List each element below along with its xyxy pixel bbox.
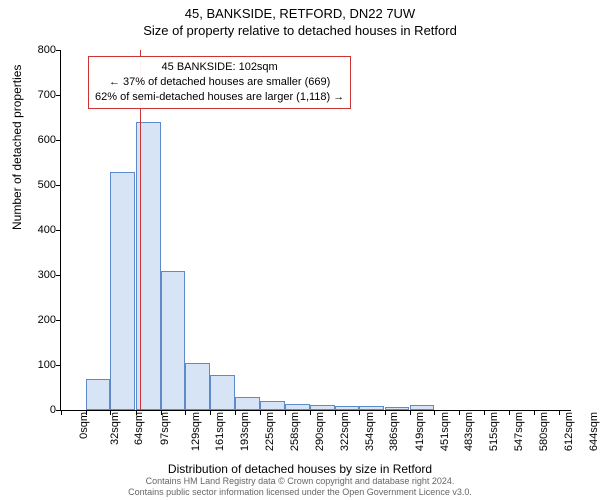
x-tick-mark: [210, 410, 211, 415]
callout-box: 45 BANKSIDE: 102sqm ← 37% of detached ho…: [88, 56, 351, 109]
histogram-bar: [210, 375, 235, 410]
x-tick-mark: [285, 410, 286, 415]
histogram-bar: [185, 363, 210, 410]
callout-line3: 62% of semi-detached houses are larger (…: [95, 90, 344, 105]
x-tick-mark: [110, 410, 111, 415]
histogram-bar: [260, 401, 285, 410]
x-tick-mark: [509, 410, 510, 415]
x-tick-label: 451sqm: [439, 412, 451, 451]
y-tick-label: 300: [1, 269, 56, 281]
x-tick-label: 32sqm: [109, 412, 121, 445]
x-tick-mark: [410, 410, 411, 415]
x-tick-label: 644sqm: [588, 412, 600, 451]
histogram-bar: [335, 406, 360, 410]
y-tick-mark: [56, 95, 61, 96]
callout-line1: 45 BANKSIDE: 102sqm: [95, 60, 344, 75]
histogram-bar: [161, 271, 186, 411]
x-tick-label: 515sqm: [488, 412, 500, 451]
y-tick-mark: [56, 275, 61, 276]
x-tick-mark: [235, 410, 236, 415]
x-tick-label: 483sqm: [463, 412, 475, 451]
y-tick-label: 200: [1, 314, 56, 326]
x-tick-mark: [310, 410, 311, 415]
x-tick-label: 161sqm: [215, 412, 227, 451]
x-tick-label: 419sqm: [414, 412, 426, 451]
x-axis-label: Distribution of detached houses by size …: [0, 462, 600, 476]
x-tick-label: 322sqm: [339, 412, 351, 451]
x-tick-label: 290sqm: [314, 412, 326, 451]
x-tick-mark: [459, 410, 460, 415]
histogram-bar: [385, 407, 410, 410]
x-tick-label: 97sqm: [159, 412, 171, 445]
histogram-bar: [359, 406, 384, 410]
y-axis-label: Number of detached properties: [10, 65, 24, 230]
chart-area: 01002003004005006007008000sqm32sqm64sqm9…: [60, 50, 570, 410]
x-tick-label: 193sqm: [239, 412, 251, 451]
x-tick-mark: [434, 410, 435, 415]
y-tick-mark: [56, 320, 61, 321]
y-tick-mark: [56, 50, 61, 51]
y-tick-mark: [56, 230, 61, 231]
y-tick-mark: [56, 365, 61, 366]
title-sub: Size of property relative to detached ho…: [0, 21, 600, 38]
callout-line2: ← 37% of detached houses are smaller (66…: [95, 75, 344, 90]
y-tick-mark: [56, 140, 61, 141]
footer-line1: Contains HM Land Registry data © Crown c…: [0, 476, 600, 487]
x-tick-mark: [534, 410, 535, 415]
x-tick-mark: [61, 410, 62, 415]
title-main: 45, BANKSIDE, RETFORD, DN22 7UW: [0, 0, 600, 21]
x-tick-label: 547sqm: [513, 412, 525, 451]
y-tick-mark: [56, 185, 61, 186]
footer-attribution: Contains HM Land Registry data © Crown c…: [0, 476, 600, 499]
x-tick-mark: [136, 410, 137, 415]
y-tick-label: 100: [1, 359, 56, 371]
x-tick-mark: [335, 410, 336, 415]
x-tick-label: 612sqm: [563, 412, 575, 451]
x-tick-mark: [161, 410, 162, 415]
x-tick-label: 354sqm: [364, 412, 376, 451]
histogram-bar: [235, 397, 260, 411]
footer-line2: Contains public sector information licen…: [0, 487, 600, 498]
y-tick-label: 0: [1, 404, 56, 416]
x-tick-mark: [559, 410, 560, 415]
x-tick-mark: [86, 410, 87, 415]
histogram-bar: [310, 405, 335, 410]
x-tick-label: 580sqm: [538, 412, 550, 451]
histogram-bar: [285, 404, 310, 410]
x-tick-label: 258sqm: [290, 412, 302, 451]
histogram-bar: [410, 405, 435, 410]
x-tick-mark: [185, 410, 186, 415]
x-tick-mark: [359, 410, 360, 415]
histogram-bar: [110, 172, 135, 411]
y-tick-label: 800: [1, 44, 56, 56]
x-tick-label: 225sqm: [264, 412, 276, 451]
x-tick-label: 0sqm: [78, 412, 90, 439]
x-tick-label: 64sqm: [133, 412, 145, 445]
x-tick-mark: [260, 410, 261, 415]
x-tick-mark: [484, 410, 485, 415]
x-tick-label: 129sqm: [190, 412, 202, 451]
x-tick-mark: [385, 410, 386, 415]
histogram-bar: [86, 379, 111, 410]
x-tick-label: 386sqm: [388, 412, 400, 451]
